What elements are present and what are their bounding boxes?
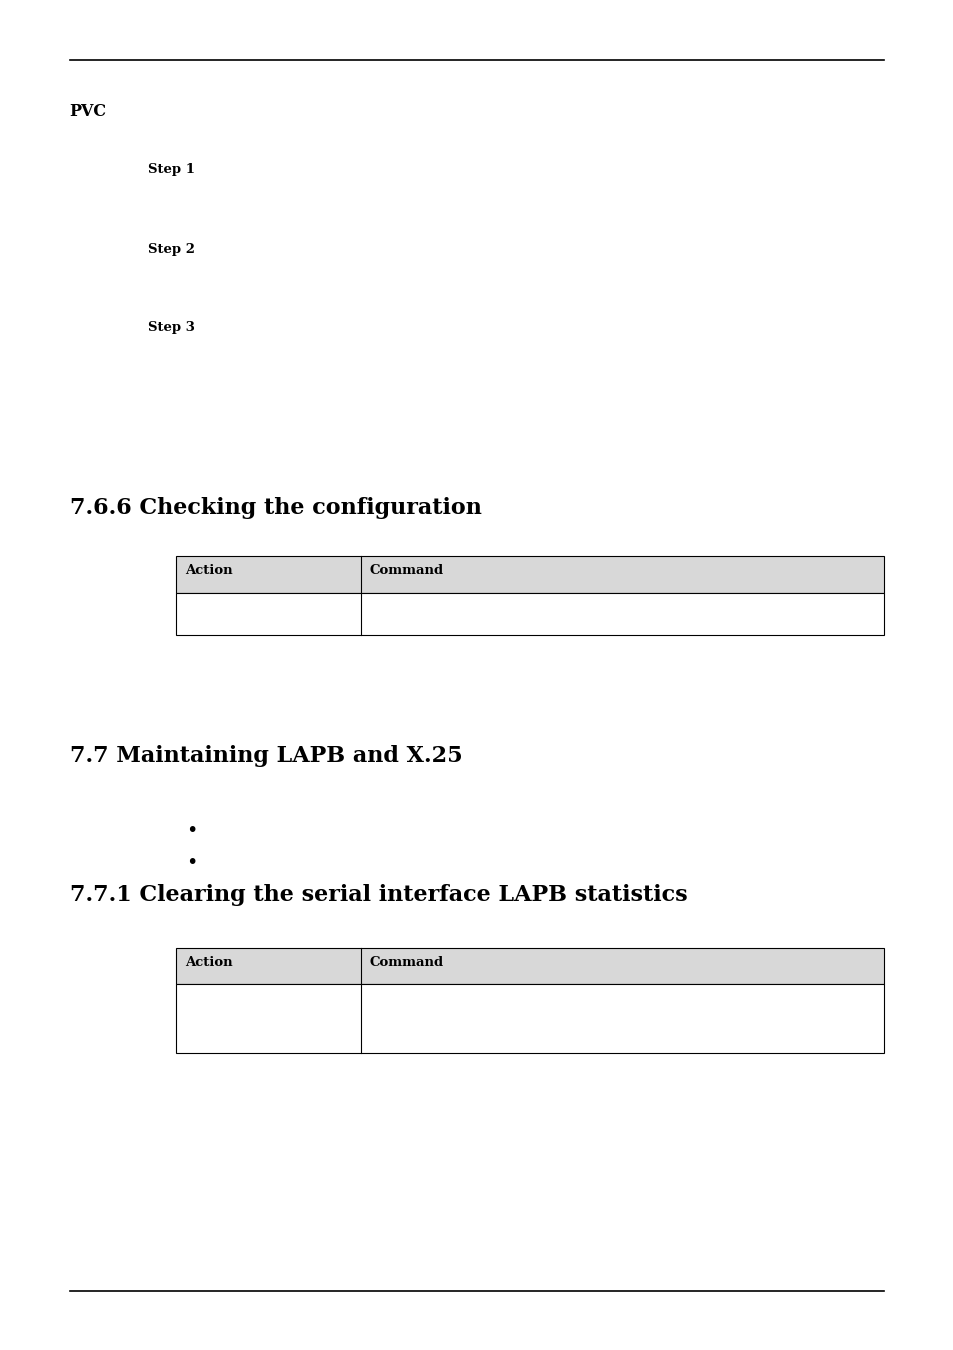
Text: Action: Action (185, 564, 233, 578)
Text: Command: Command (369, 564, 443, 578)
Text: Action: Action (185, 956, 233, 969)
Bar (176, 984, 883, 1053)
Text: PVC: PVC (70, 103, 107, 120)
Text: Step 2: Step 2 (148, 243, 194, 256)
Text: 7.6.6 Checking the configuration: 7.6.6 Checking the configuration (70, 497, 481, 518)
Text: Step 1: Step 1 (148, 163, 194, 177)
Bar (176, 948, 883, 984)
Text: 7.7 Maintaining LAPB and X.25: 7.7 Maintaining LAPB and X.25 (70, 745, 462, 767)
Text: Step 3: Step 3 (148, 321, 194, 335)
Text: •: • (186, 853, 197, 872)
Bar (176, 593, 883, 634)
Bar (176, 556, 883, 593)
Text: •: • (186, 821, 197, 840)
Text: Command: Command (369, 956, 443, 969)
Text: 7.7.1 Clearing the serial interface LAPB statistics: 7.7.1 Clearing the serial interface LAPB… (70, 884, 686, 906)
